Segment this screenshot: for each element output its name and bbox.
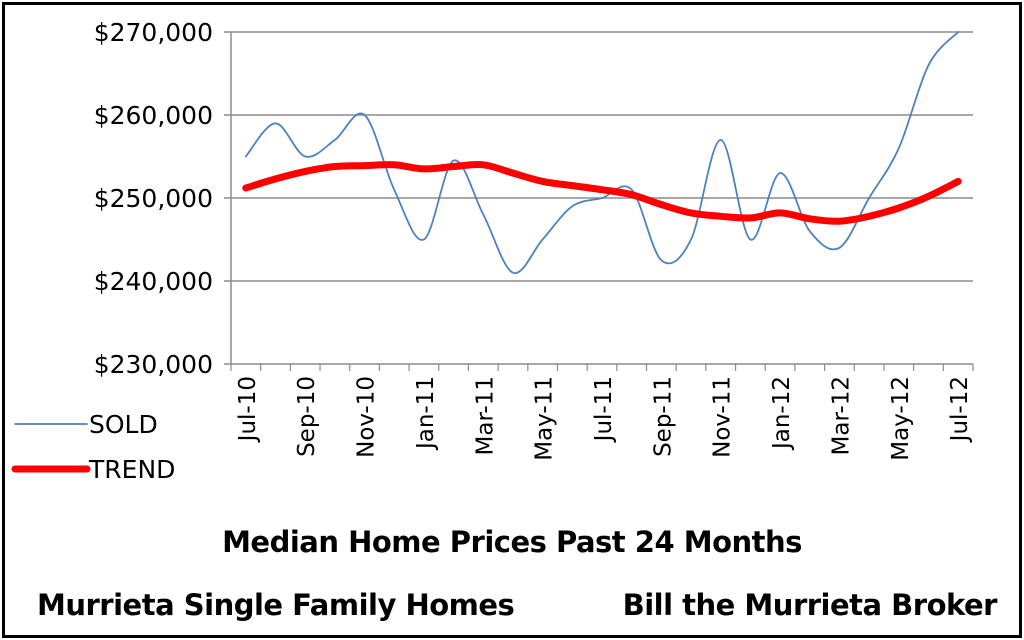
x-tick-label: Jan-12 <box>769 376 795 451</box>
x-tick-label: Mar-12 <box>828 376 854 456</box>
x-tick-label: Jul-10 <box>235 376 261 443</box>
x-tick-label: Nov-10 <box>354 376 380 458</box>
caption-left: Murrieta Single Family Homes <box>37 588 515 622</box>
legend-label-trend: TREND <box>88 455 175 484</box>
grid-lines <box>231 31 973 282</box>
caption-right: Bill the Murrieta Broker <box>622 588 998 622</box>
y-axis-tick-labels: $270,000 $260,000 $250,000 $240,000 $230,000 <box>94 18 213 379</box>
legend-label-sold: SOLD <box>89 410 158 439</box>
legend: SOLD TREND <box>11 410 175 484</box>
x-tick-label: May-11 <box>532 376 558 461</box>
x-tick-label: Mar-11 <box>472 376 498 456</box>
x-tick-label: May-12 <box>888 376 914 461</box>
series-line-trend <box>242 161 962 225</box>
x-tick-label: Sep-11 <box>650 376 676 457</box>
y-tick-label: $240,000 <box>94 267 213 296</box>
x-tick-label: Jul-11 <box>591 376 617 443</box>
series-line-sold <box>244 31 960 274</box>
x-tick-label: Jan-11 <box>413 376 439 451</box>
x-tick-label: Sep-10 <box>294 376 320 457</box>
chart-axes <box>224 31 974 371</box>
line-chart: $270,000 $260,000 $250,000 $240,000 $230,000… <box>11 18 974 484</box>
x-tick-label: Nov-11 <box>710 376 736 458</box>
y-tick-label: $260,000 <box>94 101 213 130</box>
series-lines <box>242 31 962 274</box>
y-tick-label: $230,000 <box>94 350 213 379</box>
x-axis-tick-labels: Jul-10 Sep-10 Nov-10 Jan-11 Mar-11 May-11 Jul-… <box>235 376 973 461</box>
chart-title: Median Home Prices Past 24 Months <box>222 525 802 559</box>
y-tick-label: $270,000 <box>94 18 213 47</box>
y-tick-label: $250,000 <box>94 184 213 213</box>
x-tick-label: Jul-12 <box>947 376 973 443</box>
